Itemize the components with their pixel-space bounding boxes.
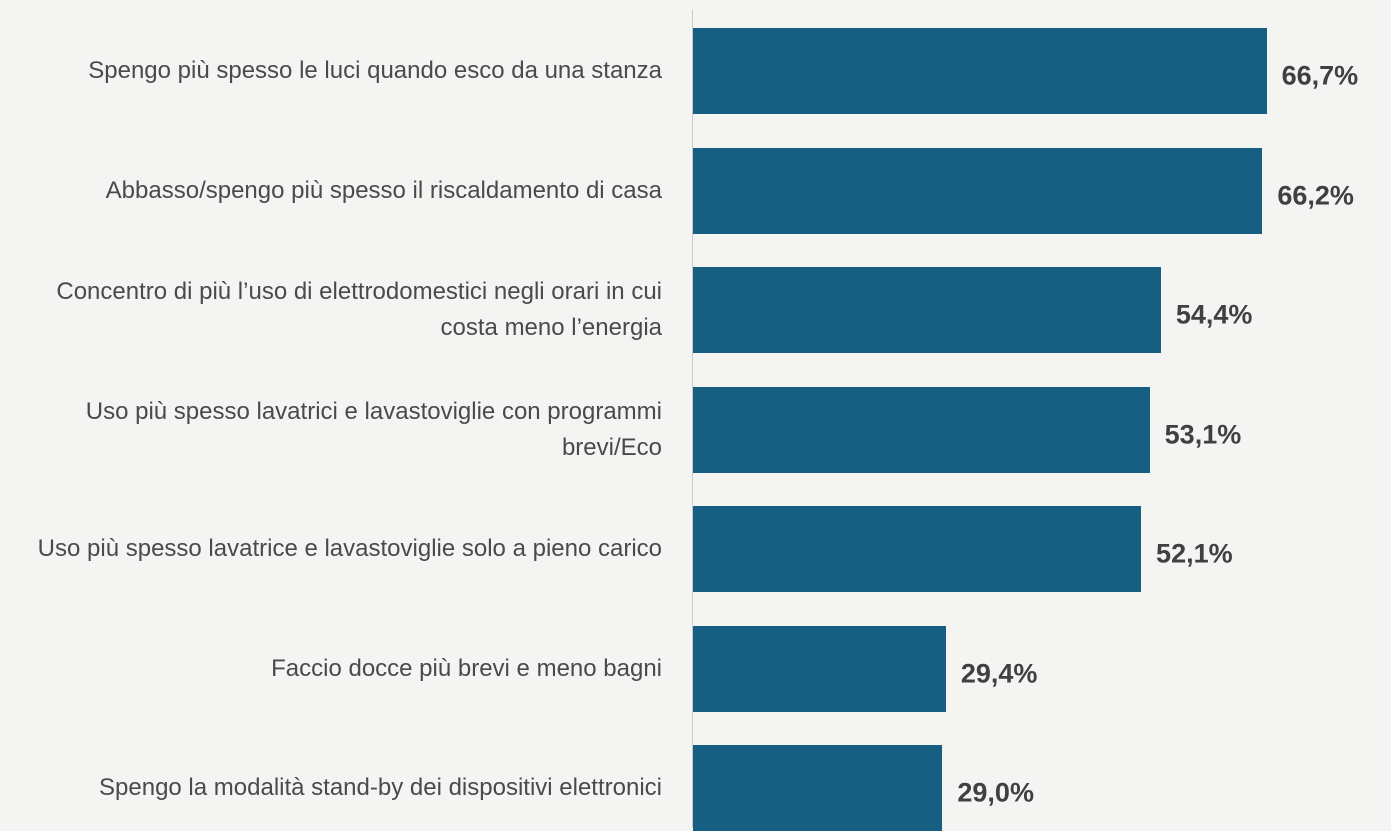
value-label: 52,1% xyxy=(1156,538,1233,569)
category-label: Uso più spesso lavatrici e lavastoviglie… xyxy=(85,397,662,461)
category-label: Spengo la modalità stand-by dei disposit… xyxy=(99,774,662,801)
value-label: 66,7% xyxy=(1281,60,1359,91)
value-label: 53,1% xyxy=(1164,419,1242,449)
bar xyxy=(693,625,946,712)
axis-line xyxy=(692,10,693,827)
value-label: 54,4% xyxy=(1175,299,1253,330)
value-label: 29,4% xyxy=(960,658,1038,688)
bar xyxy=(693,28,1267,114)
category-label: Abbasso/spengo più spesso il riscaldamen… xyxy=(105,176,662,204)
bar xyxy=(693,267,1161,353)
value-label: 66,2% xyxy=(1277,180,1354,210)
bar xyxy=(693,506,1142,592)
category-label: Faccio docce più brevi e meno bagni xyxy=(271,654,662,682)
category-label: Spengo più spesso le luci quando esco da… xyxy=(88,57,662,84)
category-label: Uso più spesso lavatrice e lavastoviglie… xyxy=(37,535,662,562)
bar xyxy=(693,745,943,831)
value-label: 29,0% xyxy=(957,777,1034,808)
bar xyxy=(693,147,1263,234)
category-label: Concentro di più l’uso di elettrodomesti… xyxy=(56,278,662,341)
bar xyxy=(693,386,1150,473)
